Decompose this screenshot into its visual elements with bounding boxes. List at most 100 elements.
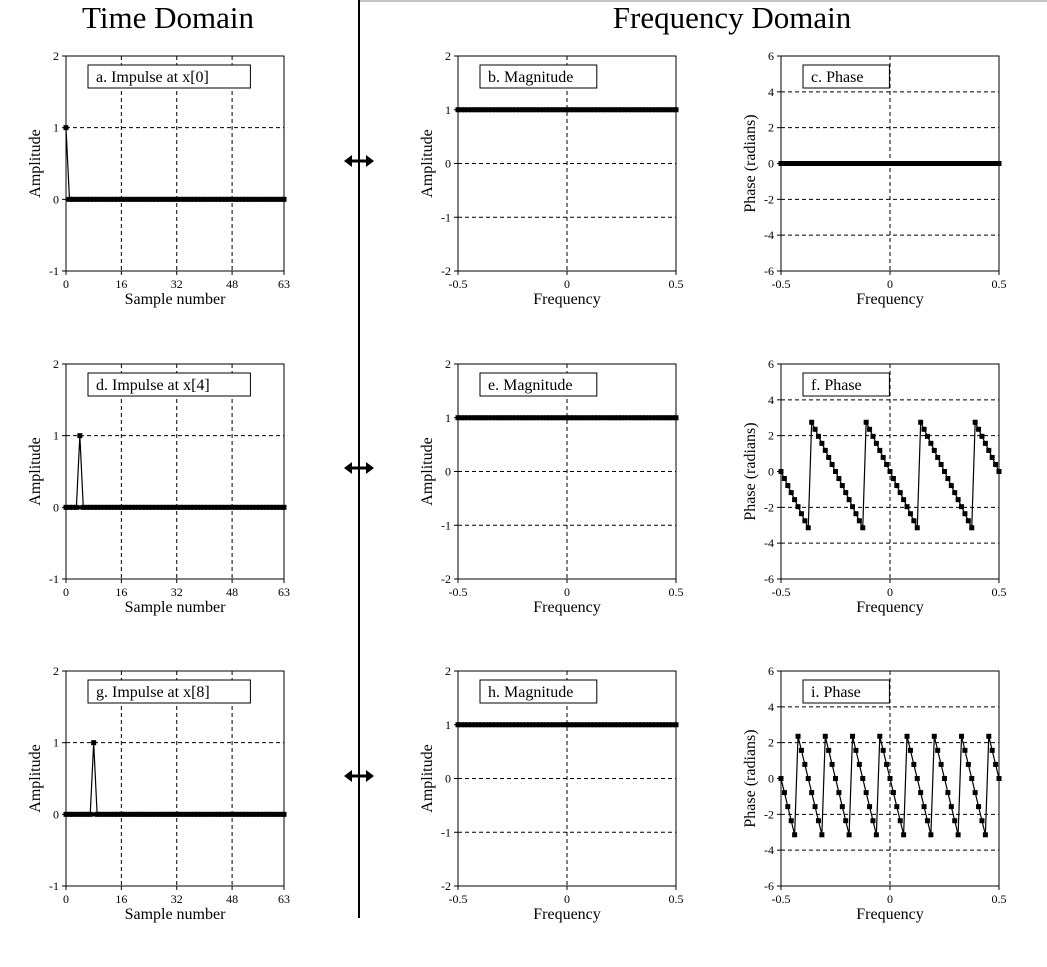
chart-e-ytick-label: -1 xyxy=(441,518,451,532)
chart-c-point xyxy=(931,161,937,166)
chart-c-point xyxy=(959,161,965,166)
chart-i-point xyxy=(938,761,944,767)
chart-c-panel-label: c. Phase xyxy=(811,69,863,86)
chart-g-ytick-label: 0 xyxy=(53,807,59,821)
chart-c-point xyxy=(795,161,801,166)
chart-f-ytick-label: -2 xyxy=(764,500,774,514)
chart-f-point xyxy=(918,419,924,425)
chart-c-point xyxy=(993,161,999,166)
chart-i-point xyxy=(815,818,821,824)
chart-f-point xyxy=(959,504,965,510)
chart-f-point xyxy=(931,447,937,453)
chart-c-point xyxy=(890,161,896,166)
transform-arrows xyxy=(344,155,374,782)
chart-c-point xyxy=(798,161,804,166)
chart-c-point xyxy=(986,161,992,166)
chart-d-xtick-label: 32 xyxy=(171,585,183,599)
transform-arrow-1 xyxy=(344,155,374,167)
chart-d-xtick-label: 0 xyxy=(63,585,69,599)
chart-c-point xyxy=(928,161,934,166)
chart-a-ytick-label: -1 xyxy=(49,264,59,278)
chart-f-point xyxy=(948,483,954,489)
chart-c-point xyxy=(935,161,941,166)
chart-b-xtick-label: -0.5 xyxy=(449,277,468,291)
chart-i: -6 -4 -2 0 2 4 6 -0.5 0 0.5 Frequency Phase (radian… xyxy=(742,664,1007,923)
chart-h-ytick-label: -1 xyxy=(441,825,451,839)
chart-c-point xyxy=(969,161,975,166)
chart-a-series-line xyxy=(65,127,284,200)
chart-i-point xyxy=(785,804,791,810)
chart-f-point xyxy=(826,454,832,460)
chart-i-point xyxy=(955,832,961,838)
chart-i-point xyxy=(972,790,978,796)
chart-i-point xyxy=(792,832,798,838)
chart-h: -2 -1 0 1 2 -0.5 0 0.5 Frequency Amplitude h. Magn… xyxy=(419,664,684,923)
chart-c-point xyxy=(897,161,903,166)
transform-arrow-3 xyxy=(344,770,374,782)
chart-c-point xyxy=(938,161,944,166)
chart-i-point xyxy=(778,776,784,781)
chart-g-xtick-label: 16 xyxy=(115,892,127,906)
chart-c-point xyxy=(781,161,787,166)
chart-f-point xyxy=(924,433,930,439)
chart-e-xtick-label: 0.5 xyxy=(669,585,684,599)
chart-i-ytick-label: -2 xyxy=(764,807,774,821)
chart-c-point xyxy=(901,161,907,166)
chart-f-point xyxy=(901,497,907,503)
chart-i-point xyxy=(948,804,954,810)
chart-c-point xyxy=(921,161,927,166)
chart-f-point xyxy=(894,483,900,489)
chart-i-point xyxy=(931,733,937,739)
chart-c-point xyxy=(880,161,886,166)
chart-c-point xyxy=(955,161,961,166)
chart-c: -6 -4 -2 0 2 4 6 -0.5 0 0.5 Frequency Phase (radian… xyxy=(742,49,1007,308)
chart-c-point xyxy=(863,161,869,166)
chart-i-ytick-label: 4 xyxy=(768,700,774,714)
chart-f-point xyxy=(853,511,859,517)
chart-c-point xyxy=(836,161,842,166)
chart-h-xtick-label: 0 xyxy=(564,892,570,906)
chart-f-point xyxy=(890,476,896,482)
chart-c-point xyxy=(822,161,828,166)
chart-i-point xyxy=(921,804,927,810)
chart-i-point xyxy=(856,761,862,767)
chart-f-point xyxy=(993,461,999,467)
chart-b-xlabel: Frequency xyxy=(533,291,601,308)
chart-b-ytick-label: 2 xyxy=(445,49,451,63)
chart-i-point xyxy=(942,776,947,781)
chart-d-ytick-label: 1 xyxy=(53,429,59,443)
chart-d-label-box xyxy=(87,372,251,397)
chart-f-ytick-label: 6 xyxy=(768,357,774,371)
chart-c-ytick-label: 0 xyxy=(768,157,774,171)
chart-f-point xyxy=(935,454,941,460)
chart-f-point xyxy=(809,419,815,425)
chart-i-point xyxy=(959,733,965,739)
chart-i-point xyxy=(829,761,835,767)
chart-i-point xyxy=(850,733,856,739)
chart-c-point xyxy=(924,161,930,166)
chart-i-point xyxy=(805,776,811,781)
chart-g-xlabel: Sample number xyxy=(125,906,227,923)
chart-i-point xyxy=(788,818,794,824)
chart-f-point xyxy=(850,504,856,510)
chart-b-ytick-label: -2 xyxy=(441,264,451,278)
chart-c-xlabel: Frequency xyxy=(856,291,924,308)
chart-f-point xyxy=(833,469,838,474)
chart-i-point xyxy=(904,733,910,739)
chart-a-xtick-label: 63 xyxy=(278,277,290,291)
chart-d-panel-label: d. Impulse at x[4] xyxy=(96,377,210,394)
chart-f-point xyxy=(829,461,835,467)
chart-e-ylabel: Amplitude xyxy=(419,437,436,505)
chart-a-ytick-label: 1 xyxy=(53,121,59,135)
chart-f-point xyxy=(945,476,951,482)
chart-c-point xyxy=(860,161,866,166)
chart-i-point xyxy=(890,790,896,796)
chart-f-point xyxy=(976,426,982,432)
chart-c-point xyxy=(911,161,917,166)
chart-c-point xyxy=(914,161,920,166)
chart-i-point xyxy=(918,790,924,796)
chart-f-xtick-label: -0.5 xyxy=(772,585,791,599)
chart-h-ytick-label: 2 xyxy=(445,664,451,678)
chart-i-point xyxy=(822,733,828,739)
chart-h-ytick-label: 1 xyxy=(445,718,451,732)
